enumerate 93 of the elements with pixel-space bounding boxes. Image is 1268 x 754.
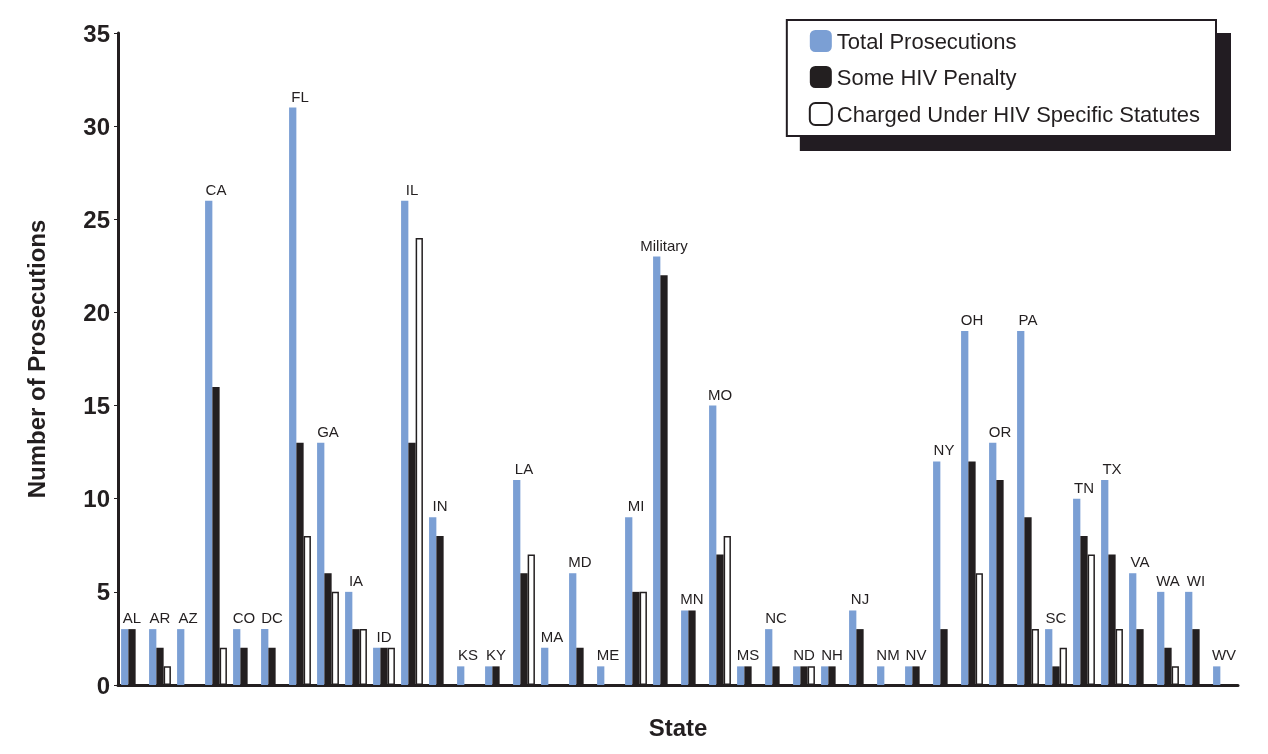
- x-tick-label: CO: [232, 609, 256, 627]
- x-tick-label: WV: [1211, 646, 1237, 664]
- x-tick-label: NY: [933, 441, 955, 459]
- bar: [905, 666, 913, 685]
- x-tick-label: GA: [317, 422, 339, 440]
- legend-label: Some HIV Penalty: [836, 64, 1017, 90]
- y-tick-label: 10: [83, 485, 110, 513]
- bar: [849, 610, 857, 685]
- x-tick-label: MI: [627, 497, 645, 515]
- bar: [345, 591, 353, 685]
- x-tick-label: WA: [1156, 571, 1180, 589]
- bar: [1185, 591, 1193, 685]
- bar: [205, 200, 213, 685]
- x-tick-label: LA: [514, 460, 534, 478]
- bar: [177, 629, 185, 685]
- x-tick-label: TN: [1074, 478, 1094, 496]
- y-tick-label: 30: [83, 112, 110, 140]
- bar: [373, 647, 381, 685]
- bar: [569, 573, 577, 685]
- bar: [933, 461, 941, 685]
- x-tick-label: OR: [988, 422, 1012, 440]
- bar: [793, 666, 801, 685]
- y-tick-label: 25: [83, 205, 110, 233]
- bar: [1017, 331, 1025, 685]
- bar: [737, 666, 745, 685]
- x-tick-label: NH: [821, 646, 843, 664]
- y-axis-title: Number of Prosecutions: [22, 219, 50, 499]
- x-tick-label: NV: [905, 646, 927, 664]
- x-tick-label: SC: [1045, 609, 1067, 627]
- bar: [233, 629, 241, 685]
- x-tick-label: KY: [485, 646, 507, 664]
- y-tick-label: 35: [83, 19, 110, 47]
- bar: [513, 480, 521, 685]
- y-tick-label: 0: [96, 671, 110, 699]
- bar: [317, 442, 325, 685]
- bar: [1073, 498, 1081, 685]
- x-tick-label: NM: [876, 646, 900, 664]
- bar: [625, 517, 633, 685]
- bar: [653, 256, 661, 685]
- bar: [961, 331, 969, 685]
- bar: [709, 405, 717, 685]
- y-tick-label: 5: [96, 578, 110, 606]
- bar: [485, 666, 493, 685]
- legend-label: Total Prosecutions: [836, 28, 1017, 54]
- x-tick-label: MD: [568, 553, 592, 571]
- x-tick-label: KS: [457, 646, 479, 664]
- bar: [457, 666, 465, 685]
- x-tick-label: ND: [793, 646, 815, 664]
- bar: [401, 200, 409, 685]
- x-tick-label: IN: [432, 497, 448, 515]
- x-tick-label: NJ: [850, 590, 870, 608]
- bar: [597, 666, 605, 685]
- x-tick-label: IA: [348, 571, 364, 589]
- bar: [261, 629, 269, 685]
- y-tick-label: 20: [83, 298, 110, 326]
- bar: [877, 666, 885, 685]
- bar: [121, 629, 129, 685]
- legend-label: Charged Under HIV Specific Statutes: [836, 101, 1200, 127]
- x-tick-label: IL: [405, 180, 419, 198]
- x-tick-label: AZ: [178, 609, 198, 627]
- x-tick-label: OH: [960, 311, 984, 329]
- bar: [1157, 591, 1165, 685]
- x-axis-title: State: [648, 713, 708, 741]
- x-tick-label: VA: [1130, 553, 1150, 571]
- bar: [821, 666, 829, 685]
- x-tick-label: AL: [122, 609, 142, 627]
- y-tick-label: 15: [83, 392, 110, 420]
- x-tick-label: Military: [640, 236, 689, 254]
- bar: [429, 517, 437, 685]
- bar: [289, 107, 297, 685]
- bar: [681, 610, 689, 685]
- x-tick-label: MN: [680, 590, 704, 608]
- x-tick-label: FL: [291, 87, 309, 105]
- bar: [1129, 573, 1137, 685]
- x-tick-label: NC: [765, 609, 787, 627]
- bar: [1101, 480, 1109, 685]
- x-tick-label: ME: [596, 646, 620, 664]
- x-tick-label: WI: [1186, 571, 1206, 589]
- bar: [989, 442, 997, 685]
- x-tick-label: DC: [261, 609, 283, 627]
- bar: [541, 647, 549, 685]
- x-tick-label: MA: [540, 627, 564, 645]
- x-tick-label: TX: [1102, 460, 1122, 478]
- bar: [149, 629, 157, 685]
- x-tick-label: PA: [1018, 311, 1038, 329]
- x-tick-label: ID: [376, 627, 392, 645]
- x-tick-label: MO: [707, 385, 733, 403]
- x-tick-label: AR: [149, 609, 171, 627]
- x-tick-label: MS: [736, 646, 760, 664]
- bar: [765, 629, 773, 685]
- x-tick-label: CA: [205, 180, 227, 198]
- bar: [1213, 666, 1221, 685]
- bar: [1045, 629, 1053, 685]
